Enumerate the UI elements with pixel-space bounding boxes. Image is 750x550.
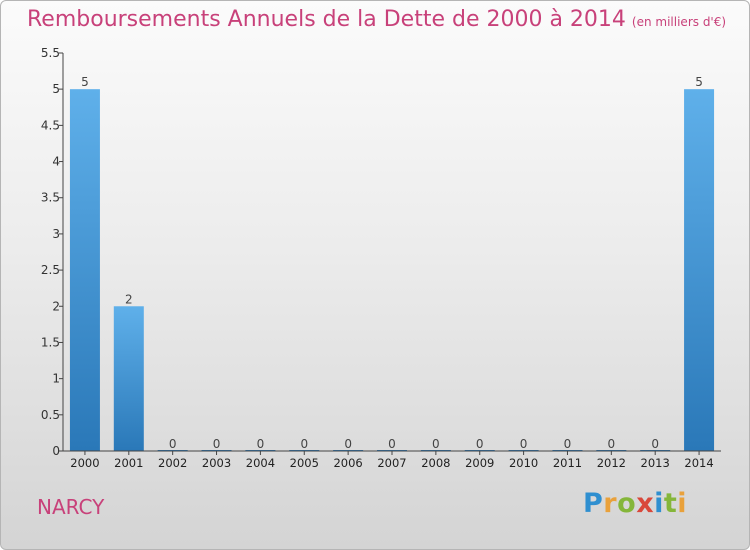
data-labels: 5 2 0 0 0 0 0 0 0 0 0 0 0 0 5 [81, 75, 703, 451]
data-label: 2 [125, 292, 133, 306]
data-label: 0 [564, 437, 572, 451]
y-tick-label: 1.5 [41, 335, 60, 349]
x-tick-label: 2002 [158, 456, 187, 470]
x-tick-label: 2012 [597, 456, 626, 470]
data-label: 0 [213, 437, 221, 451]
x-tick-label: 2003 [202, 456, 231, 470]
x-tick-label: 2013 [641, 456, 670, 470]
y-tick-label: 0 [52, 444, 60, 458]
data-label: 0 [344, 437, 352, 451]
data-label: 5 [81, 75, 89, 89]
y-tick-label: 3.5 [41, 191, 60, 205]
chart-title-text: Remboursements Annuels de la Dette de 20… [27, 7, 626, 32]
x-tick-label: 2009 [465, 456, 494, 470]
logo-letter: o [617, 488, 637, 519]
logo-letter: r [603, 488, 618, 519]
logo-letter: i [677, 488, 688, 519]
chart-title: Remboursements Annuels de la Dette de 20… [27, 7, 726, 32]
commune-name: NARCY [37, 495, 105, 519]
data-label: 0 [169, 437, 177, 451]
y-tick-label: 0.5 [41, 408, 60, 422]
bar [684, 89, 715, 451]
y-tick-label: 4 [52, 155, 60, 169]
x-tick-label: 2005 [290, 456, 319, 470]
logo-letter: x [636, 488, 655, 519]
proxiti-logo: Proxiti [583, 488, 687, 519]
x-axis: 2000 2001 2002 2003 2004 2005 2006 2007 2008 2009… [63, 450, 721, 470]
logo-letter: P [583, 488, 604, 519]
y-tick-label: 5 [52, 82, 60, 96]
data-label: 0 [651, 437, 659, 451]
x-tick-label: 2008 [421, 456, 450, 470]
data-label: 0 [476, 437, 484, 451]
y-axis: 0 0.5 1 1.5 2 2.5 3 3.5 4 4.5 5 5.5 [41, 46, 64, 458]
x-tick-label: 2006 [333, 456, 362, 470]
y-tick-label: 2.5 [41, 263, 60, 277]
y-tick-label: 3 [52, 227, 60, 241]
bar [69, 89, 100, 451]
x-tick-label: 2011 [553, 456, 582, 470]
bar [113, 306, 144, 451]
data-label: 0 [432, 437, 440, 451]
data-label: 0 [257, 437, 265, 451]
data-label: 5 [695, 75, 703, 89]
logo-letter: i [654, 488, 664, 519]
data-label: 0 [520, 437, 528, 451]
y-tick-label: 2 [52, 299, 60, 313]
data-label: 0 [300, 437, 308, 451]
bars [69, 89, 715, 451]
x-tick-label: 2007 [377, 456, 406, 470]
x-tick-label: 2001 [114, 456, 143, 470]
data-label: 0 [608, 437, 616, 451]
x-tick-label: 2000 [70, 456, 99, 470]
x-tick-label: 2004 [246, 456, 275, 470]
y-tick-label: 4.5 [41, 118, 60, 132]
data-label: 0 [388, 437, 396, 451]
y-tick-label: 5.5 [41, 46, 60, 60]
x-tick-label: 2010 [509, 456, 538, 470]
logo-letter: t [663, 488, 678, 519]
x-tick-label: 2014 [684, 456, 713, 470]
y-tick-label: 1 [52, 372, 60, 386]
chart-subtitle: (en milliers d'€) [631, 15, 727, 29]
